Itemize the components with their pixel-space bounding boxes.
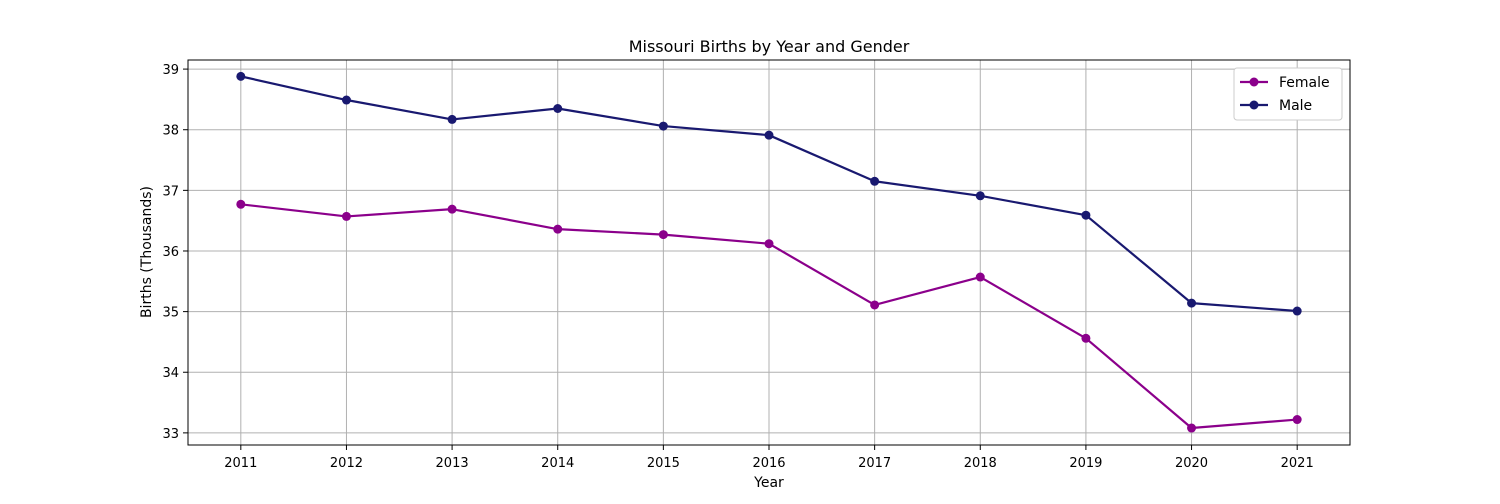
data-point-female <box>447 204 457 214</box>
data-point-female <box>870 300 880 310</box>
data-point-female <box>658 230 668 240</box>
data-point-female <box>236 199 246 209</box>
data-point-male <box>764 130 774 140</box>
data-point-male <box>1292 306 1302 316</box>
data-point-male <box>658 121 668 131</box>
x-tick-label: 2020 <box>1175 456 1208 471</box>
x-tick-label: 2013 <box>436 456 469 471</box>
y-tick-label: 35 <box>162 306 179 321</box>
y-axis-label: Births (Thousands) <box>139 186 155 318</box>
y-tick-label: 34 <box>162 366 179 381</box>
data-point-male <box>1187 298 1197 308</box>
legend-marker-female <box>1249 77 1259 87</box>
data-point-female <box>764 239 774 249</box>
data-point-female <box>1081 333 1091 343</box>
x-tick-label: 2014 <box>541 456 574 471</box>
data-point-male <box>553 104 563 114</box>
x-tick-label: 2015 <box>647 456 680 471</box>
data-point-male <box>447 114 457 124</box>
x-tick-label: 2019 <box>1069 456 1102 471</box>
x-tick-label: 2021 <box>1281 456 1314 471</box>
legend-label-female: Female <box>1279 75 1330 91</box>
y-tick-label: 37 <box>162 184 179 199</box>
series-layer <box>236 71 1302 433</box>
axis-ticks: 2011 2012 2013 2014 2015 2016 2017 2018 2019 2020… <box>162 63 1313 471</box>
legend-marker-male <box>1249 100 1259 110</box>
y-tick-label: 38 <box>162 124 179 139</box>
y-tick-label: 33 <box>162 427 179 442</box>
data-point-male <box>236 71 246 81</box>
data-point-male <box>870 176 880 186</box>
x-tick-label: 2016 <box>752 456 785 471</box>
data-point-female <box>1292 415 1302 425</box>
x-axis-label: Year <box>753 475 784 491</box>
chart-title: Missouri Births by Year and Gender <box>629 37 910 56</box>
data-point-female <box>1187 423 1197 433</box>
y-tick-label: 36 <box>162 245 179 260</box>
legend-label-male: Male <box>1279 98 1312 114</box>
legend: Female Male <box>1233 67 1343 121</box>
data-point-male <box>341 95 351 105</box>
data-point-female <box>553 224 563 234</box>
data-point-male <box>975 191 985 201</box>
y-tick-label: 39 <box>162 63 179 78</box>
grid <box>188 60 1350 445</box>
x-tick-label: 2012 <box>330 456 363 471</box>
data-point-female <box>341 211 351 221</box>
x-tick-label: 2018 <box>964 456 997 471</box>
data-point-male <box>1081 210 1091 220</box>
x-tick-label: 2011 <box>224 456 257 471</box>
data-point-female <box>975 272 985 282</box>
x-tick-label: 2017 <box>858 456 891 471</box>
